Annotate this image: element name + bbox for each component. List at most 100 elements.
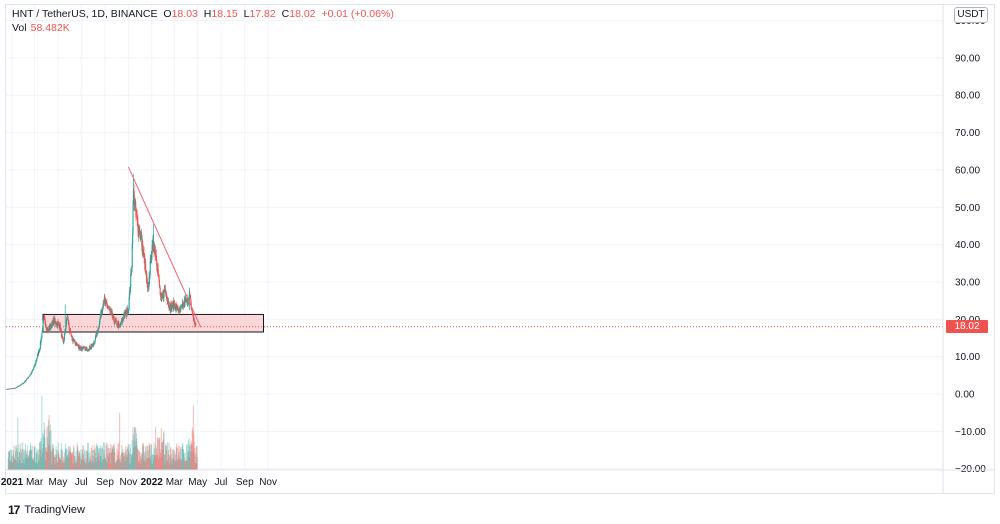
candle-body [36, 358, 38, 360]
volume-bar [179, 457, 181, 470]
candle-body [36, 355, 38, 359]
chart-frame[interactable] [5, 4, 995, 494]
time-axis[interactable]: 2021 Mar May Jul Sep Nov 2022 Mar May Jul Sep Nov [1, 469, 995, 488]
candle-body [107, 305, 109, 309]
volume-bar [60, 449, 62, 470]
volume-bar [88, 452, 90, 470]
volume-bar [26, 454, 28, 470]
candle-body [140, 235, 142, 240]
price-axis[interactable]: 100.0090.0080.0070.0060.0050.0040.0030.0… [942, 5, 986, 494]
volume-bar [168, 449, 170, 470]
volume-bar [175, 447, 177, 470]
candle-body [73, 340, 75, 341]
currency-badge[interactable]: USDT [954, 7, 988, 23]
volume-bar [112, 444, 115, 470]
candle-body [98, 324, 100, 328]
candle-body [70, 331, 72, 336]
volume-bar [178, 445, 180, 470]
volume-bar [147, 450, 149, 470]
volume-bar [192, 451, 194, 470]
symbol-title[interactable]: HNT / TetherUS, 1D, BINANCE [12, 8, 158, 20]
y-tick-label: 60.00 [955, 165, 980, 176]
candle-body [161, 294, 163, 298]
volume-bar [27, 457, 30, 470]
trendline[interactable] [127, 166, 202, 328]
volume-bar [80, 459, 82, 470]
volume-bar [19, 448, 21, 470]
volume-bar [75, 461, 77, 470]
volume-bar [95, 458, 97, 470]
volume-bar [17, 463, 19, 470]
candle-body [62, 337, 64, 340]
volume-bar [137, 448, 139, 470]
volume-bar [40, 437, 42, 470]
candle-body [195, 323, 197, 327]
volume-bar [15, 444, 17, 470]
volume-bar [94, 450, 96, 470]
volume-bar [152, 454, 154, 470]
candle-body [28, 376, 30, 378]
brand-name[interactable]: TradingView [24, 504, 85, 516]
volume-bar [101, 446, 103, 470]
x-tick-label: Jul [75, 477, 88, 488]
candle-body [134, 201, 136, 206]
close-value: 18.02 [289, 8, 316, 20]
volume-bar [148, 442, 150, 470]
low-value: 17.82 [249, 8, 276, 20]
volume-bar [60, 459, 62, 470]
volume-bar [194, 463, 196, 470]
support-zone[interactable] [42, 313, 264, 333]
volume-bar [52, 445, 54, 470]
volume-bar [140, 452, 142, 470]
volume-bar [80, 449, 82, 470]
candle-body [115, 320, 117, 322]
volume-bar [143, 459, 145, 470]
x-tick-label: May [48, 477, 67, 488]
volume-bar [13, 445, 15, 470]
volume-bar [66, 455, 68, 470]
volume-bar [133, 440, 135, 470]
volume-bar [82, 445, 84, 470]
volume-bar [98, 448, 100, 470]
volume-bar [160, 428, 162, 470]
volume-bar [111, 445, 113, 470]
volume-bar [78, 452, 80, 470]
candle-body [120, 322, 122, 326]
volume-bar [96, 445, 98, 470]
volume-bar [115, 459, 118, 470]
candle-body [121, 318, 123, 323]
volume-bar [50, 430, 52, 470]
candle-body [101, 310, 103, 312]
tradingview-logo-icon[interactable]: 17 [8, 503, 20, 517]
candle-body [116, 321, 118, 326]
volume-bar [184, 462, 186, 470]
volume-bar [76, 463, 78, 470]
candle-body [103, 298, 105, 304]
volume-bar [150, 456, 152, 470]
volume-bar [81, 450, 84, 470]
support-zone-rect [42, 313, 264, 333]
candle-body [138, 227, 140, 235]
volume-bar [168, 463, 170, 470]
candle-body [101, 311, 103, 316]
candle-body [171, 307, 173, 309]
candle-body [150, 257, 152, 263]
candle-body [61, 334, 63, 337]
volume-bar [118, 442, 120, 470]
candle-body [25, 380, 27, 381]
y-tick-label: 30.00 [955, 277, 980, 288]
volume-bar [66, 455, 69, 470]
candle-body [177, 306, 179, 311]
volume-bar [77, 447, 79, 470]
candle-body [130, 274, 132, 287]
candle-body [65, 329, 67, 332]
volume-bar [86, 450, 88, 470]
candle-body [163, 297, 165, 299]
candle-body [43, 316, 45, 318]
candle-body [128, 297, 130, 309]
volume-bar [176, 448, 178, 470]
volume-bar [124, 455, 126, 470]
candle-body [67, 319, 69, 325]
volume-bar [55, 454, 57, 470]
